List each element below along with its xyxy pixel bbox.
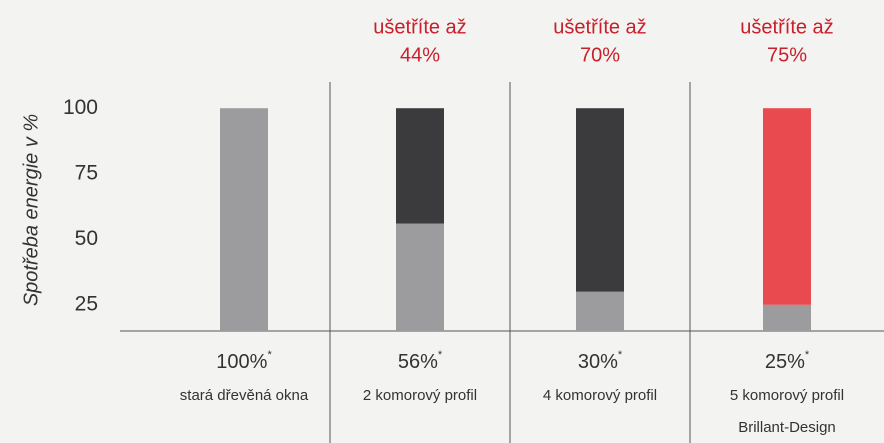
value-text: 100% — [216, 351, 267, 373]
value-text: 30% — [578, 351, 618, 373]
value-label: 100%* — [216, 349, 272, 373]
category-label: stará dřevěná okna — [180, 387, 309, 404]
marker: * — [618, 349, 623, 361]
savings-label: ušetříte až — [373, 16, 466, 38]
category-label: 4 komorový profil — [543, 387, 657, 404]
bar-segment — [396, 223, 444, 331]
bar-segment — [763, 304, 811, 331]
value-text: 25% — [765, 351, 805, 373]
bar-segment — [763, 108, 811, 305]
savings-value: 75% — [767, 44, 807, 66]
y-axis-label: Spotřeba energie v % — [20, 114, 42, 306]
value-label: 56%* — [398, 349, 443, 373]
y-tick-label: 100 — [63, 96, 98, 119]
savings-label: ušetříte až — [740, 16, 833, 38]
savings-label: ušetříte až — [553, 16, 646, 38]
category-label: 2 komorový profil — [363, 387, 477, 404]
savings-value: 70% — [580, 44, 620, 66]
bar-segment — [576, 291, 624, 331]
bar-segment — [396, 108, 444, 224]
bar-segment — [220, 108, 268, 331]
value-text: 56% — [398, 351, 438, 373]
marker: * — [438, 349, 443, 361]
marker: * — [805, 349, 810, 361]
value-label: 25%* — [765, 349, 810, 373]
marker: * — [267, 349, 272, 361]
category-label: 5 komorový profil — [730, 387, 844, 404]
y-tick-label: 25 — [75, 292, 98, 315]
value-label: 30%* — [578, 349, 623, 373]
category-note: Brillant-Design — [738, 419, 836, 436]
y-tick-label: 75 — [75, 161, 98, 184]
bar-segment — [576, 108, 624, 292]
y-tick-label: 50 — [75, 227, 98, 250]
savings-value: 44% — [400, 44, 440, 66]
